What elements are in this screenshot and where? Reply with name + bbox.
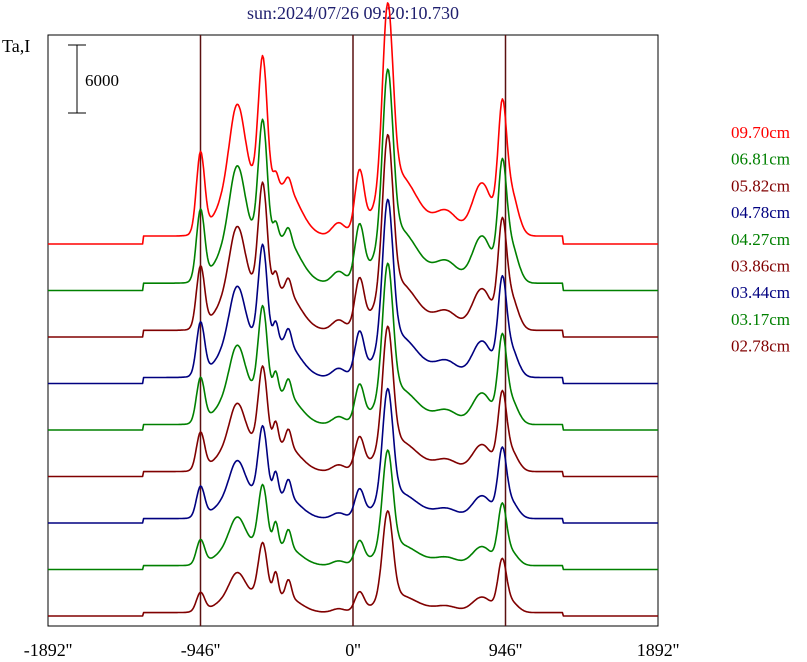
legend-entry-1: 06.81cm	[731, 150, 790, 169]
x-tick-label-4: 1892''	[637, 640, 680, 660]
series-line-02.78cm	[48, 510, 658, 617]
legend-entry-6: 03.44cm	[731, 283, 790, 302]
series-line-04.27cm	[48, 262, 658, 431]
x-tick-label-1: -946''	[181, 640, 220, 660]
legend-entry-7: 03.17cm	[731, 310, 790, 329]
spectra-traces	[48, 2, 658, 617]
x-tick-label-0: -1892''	[24, 640, 72, 660]
series-line-03.44cm	[48, 387, 658, 524]
x-tick-label-3: 946''	[489, 640, 523, 660]
series-line-04.78cm	[48, 198, 658, 385]
legend-entry-4: 04.27cm	[731, 230, 790, 249]
series-line-03.86cm	[48, 325, 658, 478]
scale-bar-label: 6000	[85, 71, 119, 90]
series-line-09.70cm	[48, 2, 658, 245]
series-line-03.17cm	[48, 449, 658, 571]
legend-entry-3: 04.78cm	[731, 203, 790, 222]
legend-entry-0: 09.70cm	[731, 123, 790, 142]
legend: 09.70cm 06.81cm 05.82cm 04.78cm 04.27cm 03.86…	[731, 123, 790, 356]
chart-title: sun:2024/07/26 09:20:10.730	[247, 3, 459, 23]
legend-entry-2: 05.82cm	[731, 176, 790, 195]
x-axis-ticks: -1892'' -946'' 0'' 946'' 1892''	[24, 640, 679, 660]
scale-bar: 6000	[68, 44, 119, 114]
y-axis-label: Ta,I	[2, 36, 30, 56]
series-line-05.82cm	[48, 133, 658, 338]
x-tick-label-2: 0''	[345, 640, 361, 660]
legend-entry-5: 03.86cm	[731, 257, 790, 276]
series-line-06.81cm	[48, 68, 658, 292]
reference-lines	[199, 35, 507, 626]
legend-entry-8: 02.78cm	[731, 337, 790, 356]
